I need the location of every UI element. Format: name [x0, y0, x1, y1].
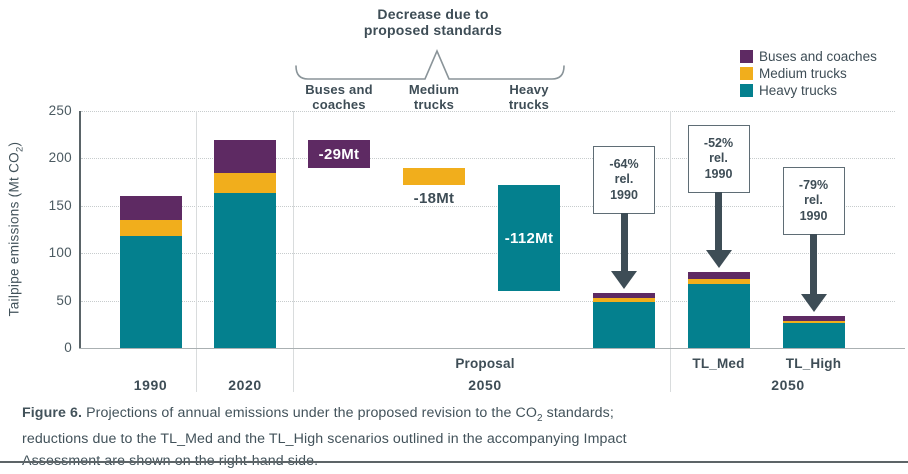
- reduction-label: -29Mt: [318, 146, 360, 164]
- bar-segment-medium-trucks: [214, 172, 276, 194]
- annotation-title-line2: proposed standards: [363, 22, 503, 38]
- reduction-bar-heavy-trucks: [498, 184, 560, 292]
- x-axis-line: [79, 348, 905, 349]
- y-tick-label: 50: [56, 292, 72, 308]
- bar-segment-medium-trucks: [782, 320, 845, 324]
- legend-swatch: [740, 67, 753, 80]
- bar-segment-buses-and-coaches: [687, 272, 750, 279]
- column-header: Buses and coaches: [284, 82, 394, 112]
- reduction-label: -112Mt: [504, 230, 554, 248]
- legend: Buses and coaches Medium trucks Heavy truc…: [740, 50, 877, 97]
- bar-segment-medium-trucks: [119, 220, 182, 237]
- brace-bracket: [295, 48, 565, 80]
- reduction-bar-buses-and-coaches: [308, 140, 370, 168]
- bar-segment-buses-and-coaches: [593, 293, 655, 298]
- legend-item: Heavy trucks: [740, 84, 877, 97]
- arrow-shaft: [620, 213, 628, 272]
- x-axis-sublabel: Proposal: [455, 356, 515, 371]
- callout-text: -64% rel. 1990: [609, 157, 638, 204]
- bar-segment-medium-trucks: [593, 297, 655, 302]
- bar-segment-heavy-trucks: [782, 323, 845, 348]
- callout-box: -64% rel. 1990: [593, 146, 655, 214]
- gridline-250: [81, 111, 895, 112]
- callout-text: -79% rel. 1990: [799, 178, 828, 225]
- callout-text-line: rel.: [614, 172, 634, 187]
- reduction-label: -18Mt: [413, 189, 455, 207]
- bar-segment-buses-and-coaches: [782, 315, 845, 321]
- bar-segment-buses-and-coaches: [214, 140, 276, 173]
- y-tick-label: 0: [64, 340, 72, 355]
- gridline-50: [81, 300, 895, 302]
- x-axis-label: 2050: [771, 377, 805, 393]
- column-header-line: Heavy: [509, 82, 549, 97]
- callout-text-line: -64%: [609, 156, 639, 171]
- bar-segment-heavy-trucks: [214, 193, 276, 348]
- y-tick-label: 200: [48, 150, 72, 166]
- figure-caption-subscript: 2: [536, 412, 543, 424]
- figure-caption: Figure 6. Projections of annual emission…: [22, 403, 672, 472]
- column-header-line: Buses and: [305, 82, 373, 97]
- legend-label: Medium trucks: [759, 66, 847, 81]
- callout-box: -52% rel. 1990: [687, 125, 750, 193]
- bar-segment-heavy-trucks: [119, 236, 182, 348]
- legend-label: Heavy trucks: [759, 83, 838, 98]
- arrow-head-down: [800, 293, 827, 312]
- column-header-line: trucks: [413, 97, 455, 112]
- gridline-150: [81, 205, 895, 207]
- bar-segment-heavy-trucks: [593, 301, 655, 348]
- callout-text: -52% rel. 1990: [704, 136, 733, 183]
- bar-segment-medium-trucks: [687, 278, 750, 284]
- annotation-title-line1: Decrease due to: [377, 6, 489, 22]
- gridline-200: [81, 158, 895, 160]
- callout-text-line: -52%: [703, 135, 734, 150]
- arrow-shaft: [715, 192, 722, 251]
- bottom-divider-rule: [0, 461, 908, 463]
- callout-text-line: rel.: [709, 151, 728, 166]
- legend-swatch: [740, 50, 753, 63]
- bar-segment-heavy-trucks: [687, 283, 750, 348]
- figure-caption-label: Figure 6.: [22, 405, 83, 421]
- legend-item: Medium trucks: [740, 67, 877, 80]
- reduction-bar-medium-trucks: [403, 167, 465, 185]
- column-header: Medium trucks: [379, 82, 489, 112]
- y-tick-label: 100: [48, 245, 72, 261]
- arrow-shaft: [810, 234, 817, 294]
- column-header-line: Medium: [408, 82, 460, 97]
- column-header-line: trucks: [508, 97, 550, 112]
- y-axis-line: [79, 111, 81, 348]
- arrow-head-down: [705, 250, 732, 269]
- column-header: Heavy trucks: [474, 82, 584, 112]
- x-axis-label: 2050: [468, 377, 502, 393]
- y-tick-label: 150: [48, 197, 72, 213]
- legend-swatch: [740, 84, 753, 97]
- legend-label: Buses and coaches: [759, 49, 877, 64]
- callout-text-line: 1990: [704, 166, 733, 181]
- callout-text-line: 1990: [799, 208, 828, 223]
- callout-box: -79% rel. 1990: [782, 167, 845, 235]
- arrow-head-down: [611, 271, 637, 290]
- column-header-line: coaches: [312, 97, 366, 112]
- bar-segment-buses-and-coaches: [119, 196, 182, 220]
- section-separator: [292, 111, 294, 392]
- callout-text-line: rel.: [804, 193, 823, 208]
- x-axis-label: 1990: [133, 377, 168, 393]
- gridline-100: [81, 253, 895, 255]
- figure-caption-text-2: standards; reductions due to the TL_Med …: [22, 405, 627, 469]
- section-separator: [670, 111, 671, 392]
- section-separator: [196, 111, 197, 392]
- callout-text-line: -79%: [798, 177, 829, 192]
- x-axis-label: 2020: [228, 377, 262, 393]
- decrease-annotation-title: Decrease due to proposed standards: [323, 6, 543, 38]
- figure-caption-text: Projections of annual emissions under th…: [86, 405, 537, 421]
- callout-text-line: 1990: [610, 187, 638, 202]
- x-axis-sublabel: TL_Med: [692, 356, 745, 371]
- x-axis-sublabel: TL_High: [785, 356, 842, 371]
- y-tick-label: 250: [48, 103, 72, 118]
- legend-item: Buses and coaches: [740, 50, 877, 63]
